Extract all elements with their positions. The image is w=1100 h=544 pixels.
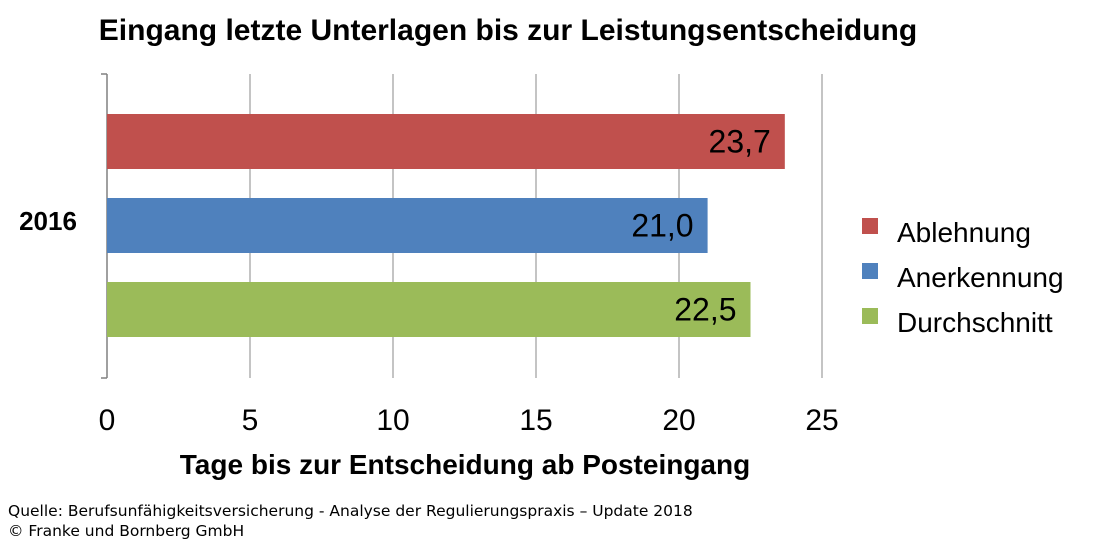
bar-ablehnung: [107, 114, 785, 169]
source-note: Quelle: Berufsunfähigkeitsversicherung -…: [8, 501, 693, 541]
legend-label: Ablehnung: [897, 217, 1031, 248]
copyright-text: © Franke und Bornberg GmbH: [8, 522, 245, 540]
x-axis-ticks: 0 5 10 15 20 25 2016: [19, 206, 839, 437]
bar-value-label: 21,0: [631, 208, 693, 244]
x-tick-label: 25: [805, 404, 838, 437]
x-tick-label: 20: [662, 404, 695, 437]
legend-swatch: [862, 308, 878, 324]
bar-chart: 23,7 21,0 22,5 0 5 10 15 20 25 2016 Ablehnung Ane…: [19, 73, 1064, 480]
x-axis-title: Tage bis zur Entscheidung ab Posteingang: [180, 449, 750, 480]
legend-swatch: [862, 218, 878, 234]
legend-swatch: [862, 263, 878, 279]
bar-value-label: 22,5: [674, 292, 736, 328]
x-tick-label: 5: [242, 404, 259, 437]
bar-anerkennung: [107, 198, 708, 253]
bar-durchschnitt: [107, 282, 751, 337]
x-tick-label: 0: [99, 404, 116, 437]
legend: Ablehnung Anerkennung Durchschnitt: [862, 217, 1064, 338]
x-tick-label: 10: [376, 404, 409, 437]
source-text: Quelle: Berufsunfähigkeitsversicherung -…: [8, 502, 693, 520]
chart-title: Eingang letzte Unterlagen bis zur Leistu…: [98, 14, 918, 47]
bar-value-label: 23,7: [709, 124, 771, 160]
x-tick-label: 15: [519, 404, 552, 437]
bars: 23,7 21,0 22,5: [107, 114, 785, 337]
legend-label: Anerkennung: [897, 262, 1064, 293]
legend-label: Durchschnitt: [897, 307, 1053, 338]
category-label: 2016: [19, 206, 77, 236]
